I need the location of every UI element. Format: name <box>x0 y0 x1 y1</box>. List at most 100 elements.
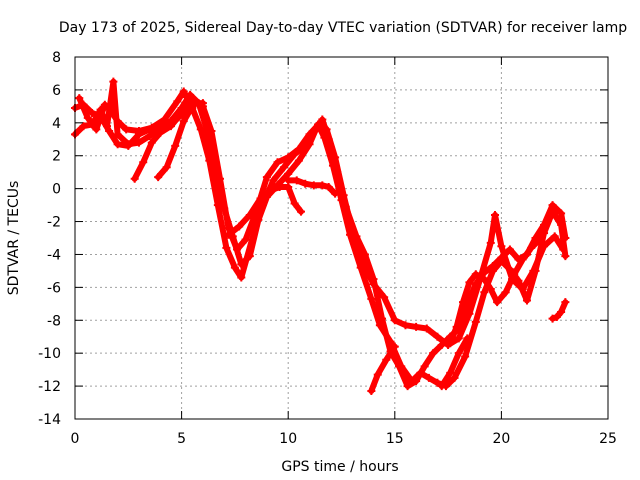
data-point <box>531 266 540 275</box>
y-tick-label: -12 <box>38 379 61 395</box>
data-point <box>535 235 544 244</box>
data-point <box>162 163 171 172</box>
data-point <box>107 107 116 116</box>
data-point <box>301 141 310 150</box>
x-tick-label: 20 <box>492 431 510 447</box>
data-point <box>301 179 310 188</box>
data-point <box>273 158 282 167</box>
data-point <box>412 377 421 386</box>
data-point <box>296 207 305 216</box>
chart-title: Day 173 of 2025, Sidereal Day-to-day VTE… <box>59 20 627 36</box>
data-point <box>497 242 506 251</box>
data-point <box>262 173 271 182</box>
y-tick-label: 6 <box>52 83 61 99</box>
grid <box>75 57 608 419</box>
data-point <box>222 243 231 252</box>
series-track-8 <box>367 342 399 396</box>
series-group <box>71 77 570 396</box>
data-point <box>367 294 376 303</box>
y-tick-label: 0 <box>52 182 61 198</box>
series-track-9 <box>446 235 544 348</box>
data-point <box>179 117 188 126</box>
y-tick-label: 8 <box>52 50 61 66</box>
x-axis-label: GPS time / hours <box>281 459 398 475</box>
data-point <box>501 288 510 297</box>
data-point <box>113 140 122 149</box>
data-point <box>497 253 506 262</box>
data-point <box>318 115 327 124</box>
data-point <box>557 209 566 218</box>
data-point <box>147 138 156 147</box>
data-point <box>548 201 557 210</box>
series-line <box>368 343 398 394</box>
data-point <box>235 222 244 231</box>
data-point <box>179 87 188 96</box>
data-point <box>113 117 122 126</box>
data-point <box>493 298 502 307</box>
data-point <box>380 293 389 302</box>
data-point <box>422 324 431 333</box>
data-point <box>220 204 229 213</box>
data-point <box>356 263 365 272</box>
data-point <box>290 150 299 159</box>
data-point <box>188 102 197 111</box>
data-point <box>465 278 474 287</box>
data-point <box>471 280 480 289</box>
data-point <box>463 334 472 343</box>
data-point <box>437 382 446 391</box>
series-line <box>72 78 569 390</box>
series-track-11 <box>437 334 472 391</box>
data-point <box>369 275 378 284</box>
data-point <box>275 182 284 191</box>
data-point <box>352 232 361 241</box>
data-point <box>548 314 557 323</box>
data-point <box>424 373 433 382</box>
data-point <box>429 349 438 358</box>
data-point <box>488 261 497 270</box>
y-tick-label: 4 <box>52 116 61 132</box>
y-axis-label: SDTVAR / TECUs <box>6 181 22 296</box>
data-point <box>420 362 429 371</box>
data-point <box>247 235 256 244</box>
data-point <box>177 108 186 117</box>
data-point <box>331 189 340 198</box>
data-point <box>324 135 333 144</box>
data-point <box>145 131 154 140</box>
data-point <box>256 194 265 203</box>
data-point <box>224 230 233 239</box>
x-tick-label: 15 <box>386 431 404 447</box>
y-tick-label: -6 <box>47 280 61 296</box>
x-tick-label: 0 <box>71 431 80 447</box>
data-point <box>134 138 143 147</box>
data-point <box>486 285 495 294</box>
data-point <box>480 288 489 297</box>
y-tick-label: -8 <box>47 313 61 329</box>
data-point <box>324 182 333 191</box>
data-point <box>160 115 169 124</box>
data-point <box>79 122 88 131</box>
series-track-6 <box>224 182 305 239</box>
data-point <box>373 370 382 379</box>
plot-frame <box>74 56 609 420</box>
y-tick-label: 2 <box>52 149 61 165</box>
data-point <box>341 202 350 211</box>
data-point <box>561 298 570 307</box>
data-point <box>333 168 342 177</box>
data-point <box>267 186 276 195</box>
data-point <box>196 125 205 134</box>
data-point <box>294 156 303 165</box>
y-tick-label: -14 <box>38 412 61 428</box>
data-point <box>552 312 561 321</box>
data-point <box>122 125 131 134</box>
data-point <box>452 322 461 331</box>
data-point <box>269 176 278 185</box>
data-point <box>130 174 139 183</box>
data-point <box>480 275 489 284</box>
data-point <box>139 158 148 167</box>
data-point <box>454 334 463 343</box>
data-point <box>205 156 214 165</box>
x-tick-label: 5 <box>177 431 186 447</box>
x-tick-label: 10 <box>279 431 297 447</box>
data-point <box>203 127 212 136</box>
